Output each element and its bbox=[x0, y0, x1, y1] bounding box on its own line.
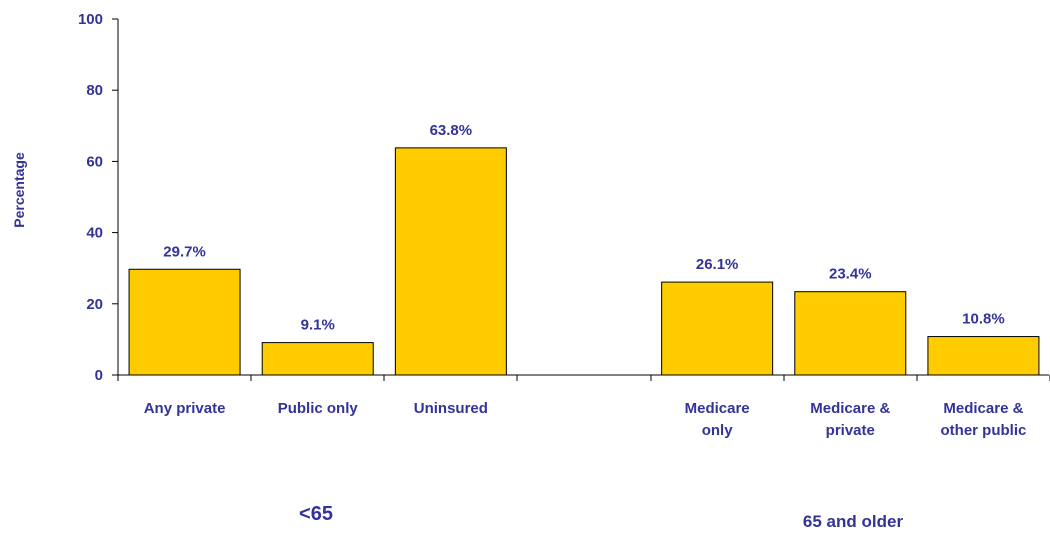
data-label: 23.4% bbox=[829, 266, 872, 283]
data-label: 26.1% bbox=[696, 256, 739, 273]
x-category-label: Medicare & bbox=[943, 400, 1023, 417]
bar bbox=[661, 281, 774, 376]
y-tick-label: 60 bbox=[86, 153, 103, 170]
x-category-label: Uninsured bbox=[414, 400, 488, 417]
bar bbox=[794, 291, 907, 376]
data-label: 9.1% bbox=[301, 317, 335, 334]
data-label: 10.8% bbox=[962, 311, 1005, 328]
group-label: <65 bbox=[299, 503, 333, 525]
group-label: 65 and older bbox=[803, 512, 904, 531]
x-category-label: other public bbox=[941, 422, 1027, 439]
data-label: 29.7% bbox=[163, 243, 206, 260]
y-tick-label: 0 bbox=[95, 367, 103, 384]
y-tick-label: 20 bbox=[86, 296, 103, 313]
x-category-label: Public only bbox=[278, 400, 359, 417]
category-labels: Any private Public only Uninsured Medicare o… bbox=[144, 400, 1027, 439]
bar bbox=[261, 342, 374, 376]
y-axis-title: Percentage bbox=[11, 152, 27, 228]
x-category-label: only bbox=[702, 422, 733, 439]
x-category-label: Any private bbox=[144, 400, 226, 417]
y-axis-ticks: 0 20 40 60 80 100 bbox=[78, 11, 118, 384]
x-axis-ticks bbox=[117, 375, 1050, 381]
bar bbox=[394, 147, 507, 376]
bar bbox=[927, 336, 1040, 376]
x-category-label: private bbox=[826, 422, 875, 439]
data-label: 63.8% bbox=[430, 122, 473, 139]
y-tick-label: 80 bbox=[86, 82, 103, 99]
y-tick-label: 100 bbox=[78, 11, 103, 28]
bar bbox=[128, 268, 241, 376]
x-category-label: Medicare bbox=[685, 400, 750, 417]
bars bbox=[128, 147, 1040, 376]
data-labels: 29.7% 9.1% 63.8% 26.1% 23.4% 10.8% bbox=[163, 122, 1004, 334]
group-labels: <65 65 and older bbox=[299, 503, 903, 531]
y-tick-label: 40 bbox=[86, 225, 103, 242]
x-category-label: Medicare & bbox=[810, 400, 890, 417]
